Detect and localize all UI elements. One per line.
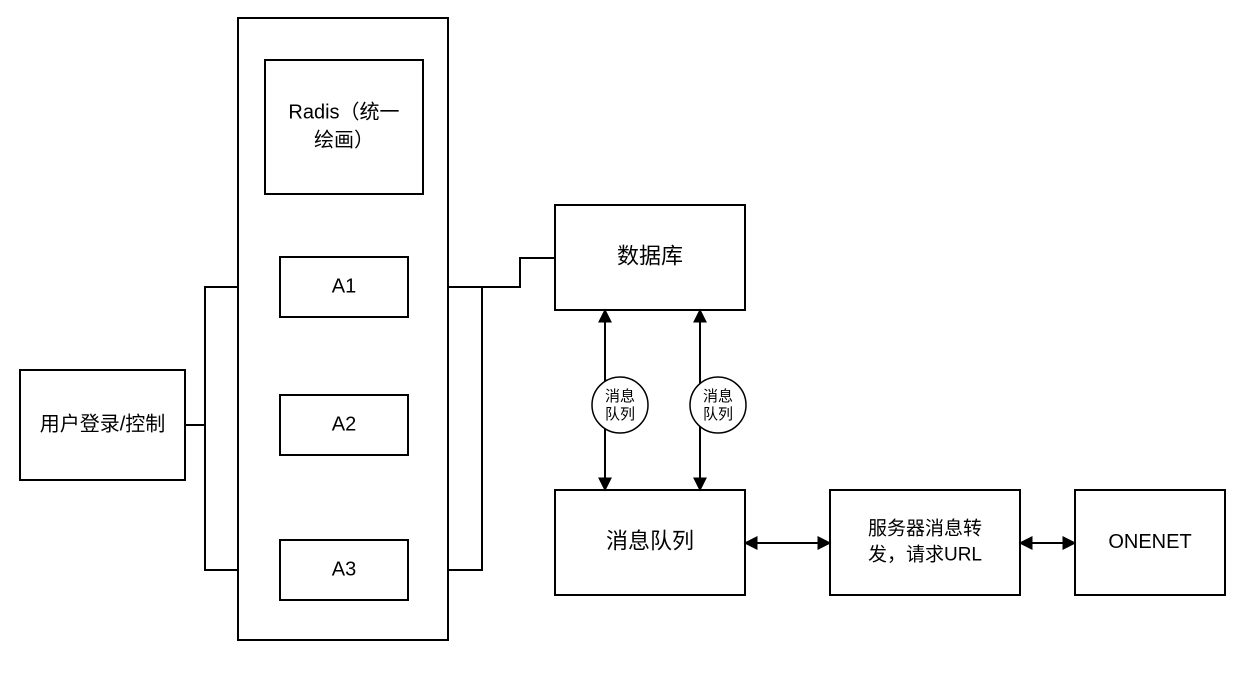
database-label: 数据库 xyxy=(617,243,683,268)
server-label-2: 发，请求URL xyxy=(868,544,982,566)
message-queue-label: 消息队列 xyxy=(606,528,694,553)
onenet-label: ONENET xyxy=(1108,531,1191,553)
a1-label: A1 xyxy=(332,275,356,297)
server-label-1: 服务器消息转 xyxy=(868,518,982,540)
a3-label: A3 xyxy=(332,558,356,580)
mq-circle-c1-l1: 消息 xyxy=(605,388,635,405)
mq-circle-c1-l2: 队列 xyxy=(605,406,635,423)
diagram-canvas: Radis（统一绘画）A1A2A3用户登录/控制数据库消息队列服务器消息转发，请… xyxy=(0,0,1240,683)
mq-circle-c2-l2: 队列 xyxy=(703,406,733,423)
left-bracket xyxy=(205,287,238,570)
user-login-label: 用户登录/控制 xyxy=(40,412,166,435)
server-forward-box xyxy=(830,490,1020,595)
conn-bracket-db xyxy=(482,258,555,287)
radis-label-1: Radis（统一 xyxy=(288,100,399,123)
right-bracket xyxy=(448,287,482,570)
radis-label-2: 绘画） xyxy=(314,128,374,151)
a2-label: A2 xyxy=(332,413,356,435)
mq-circle-c2-l1: 消息 xyxy=(703,388,733,405)
radis-box xyxy=(265,60,423,194)
